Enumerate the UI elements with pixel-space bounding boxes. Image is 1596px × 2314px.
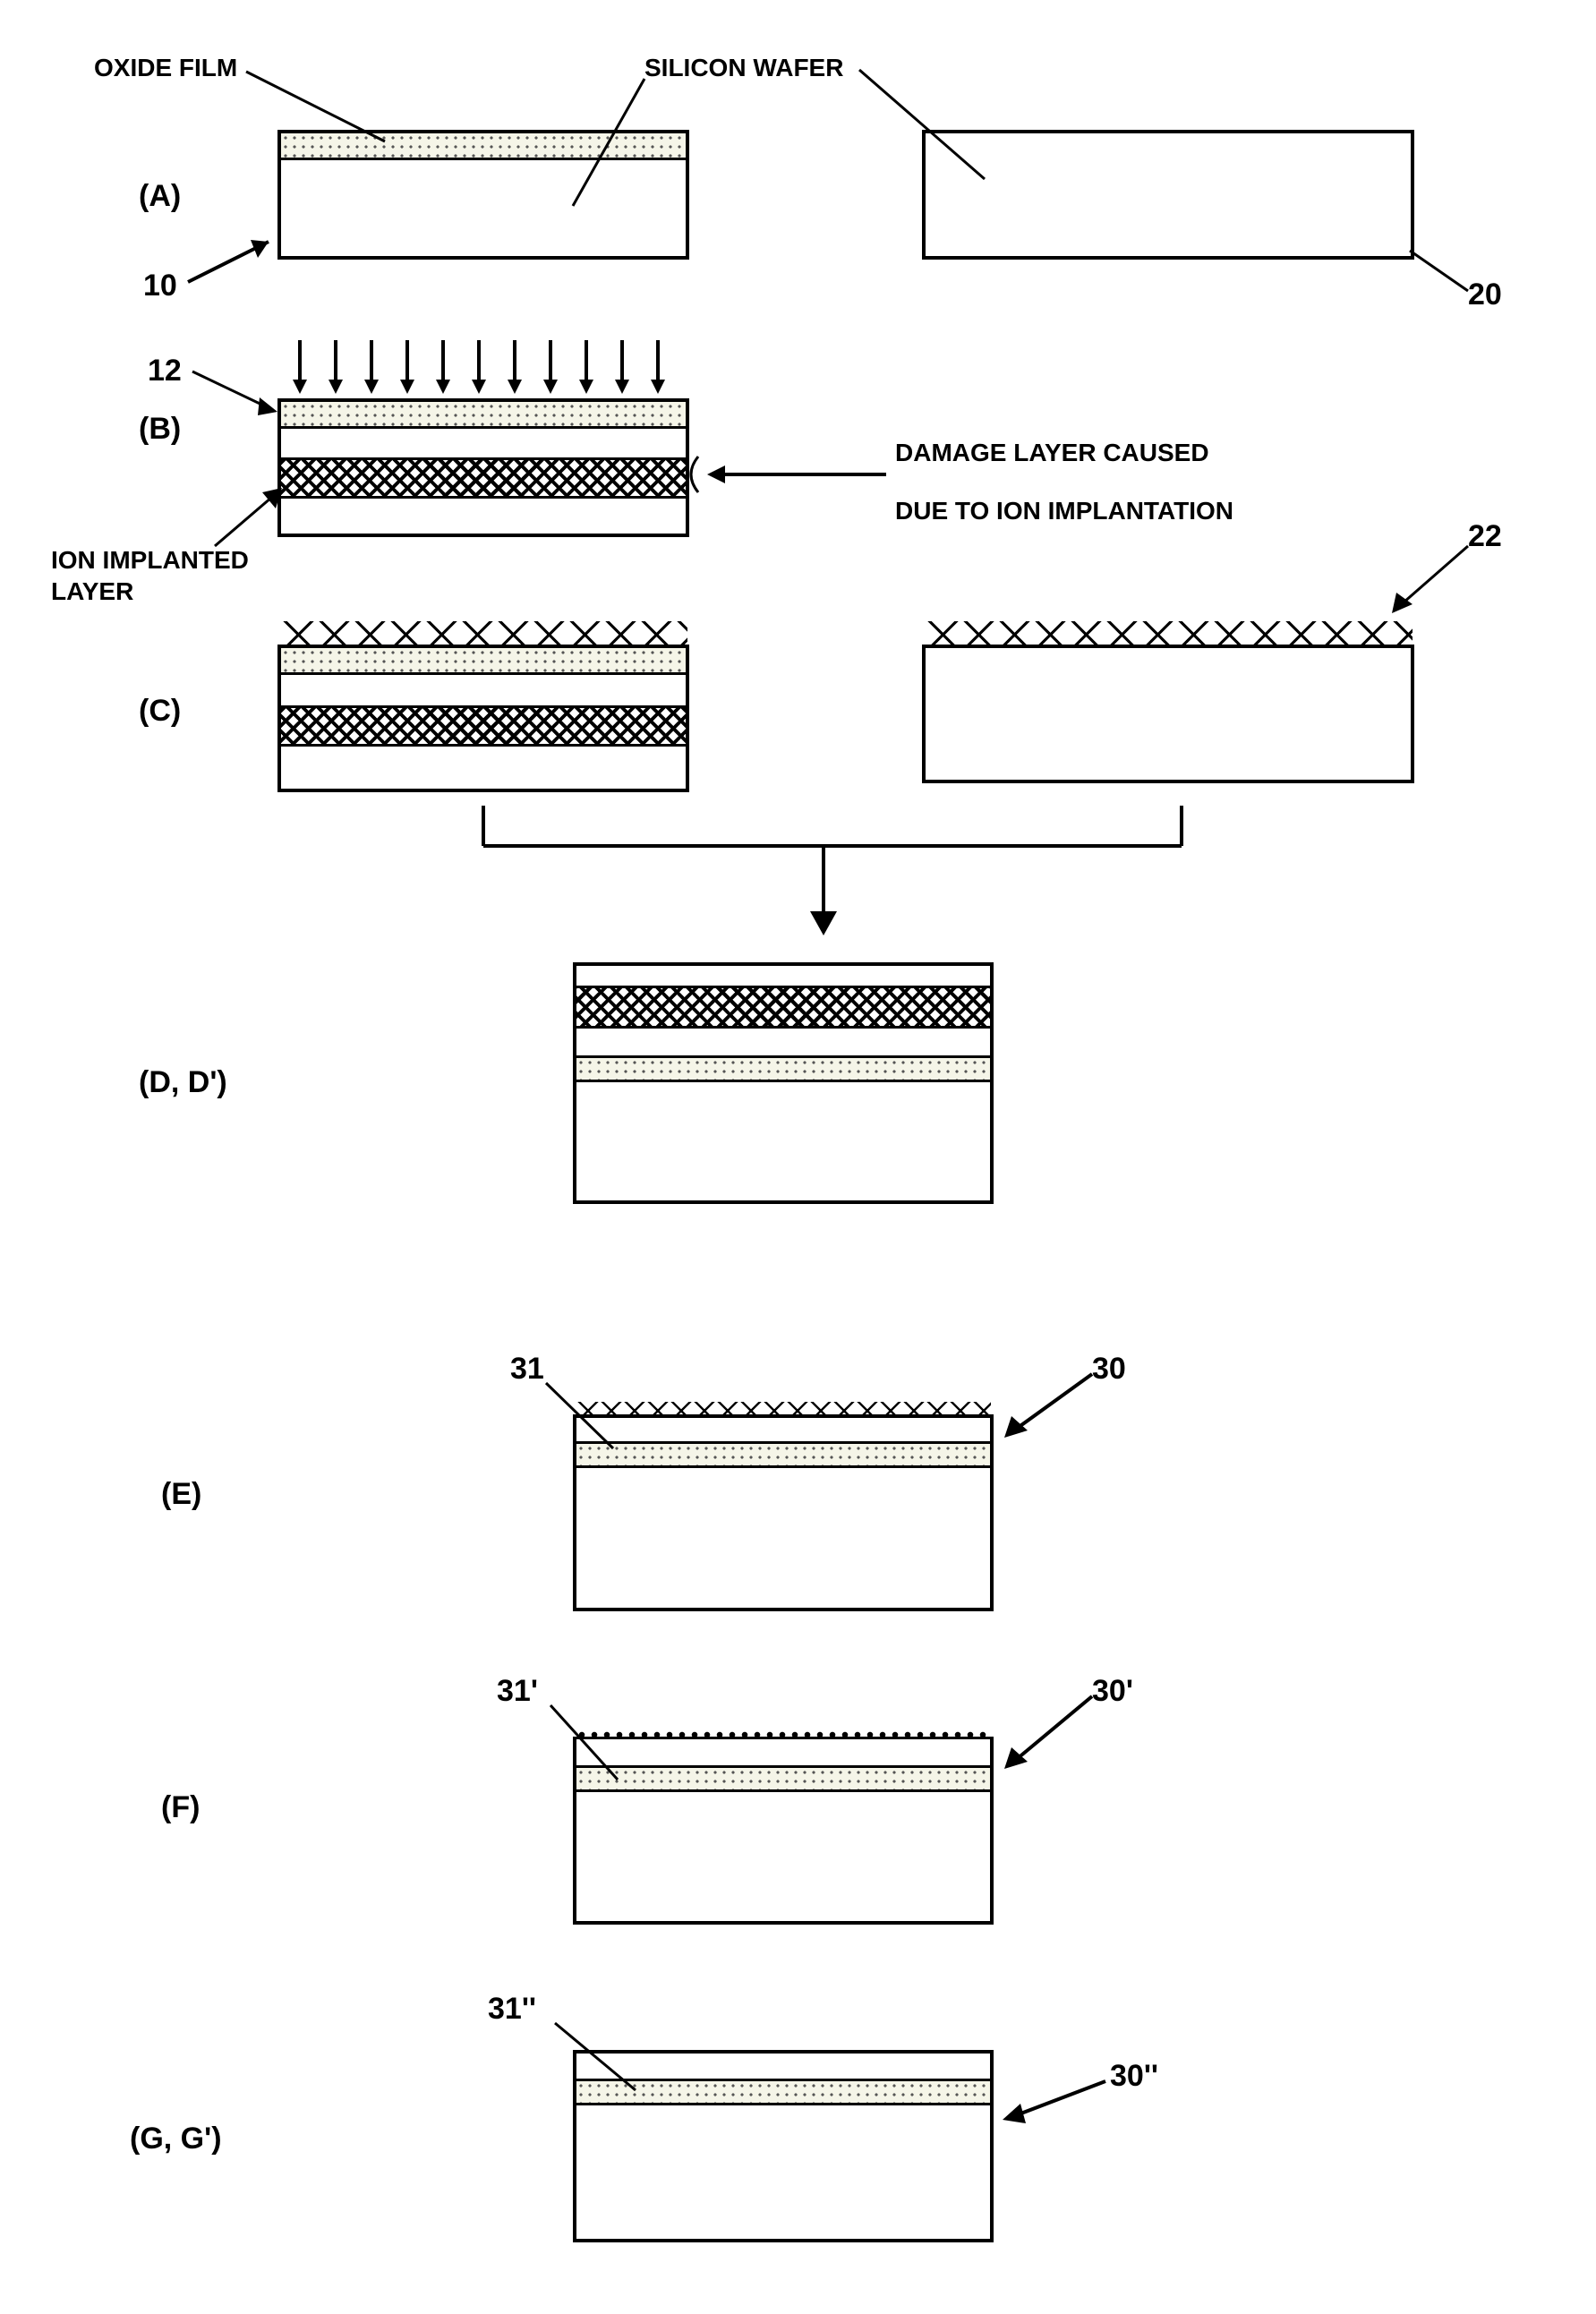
step-label-B: (B) [139,412,181,447]
ref-31pp: 31'' [488,1992,536,2027]
crosshatch-C [281,705,686,747]
wafer-B [277,398,689,537]
oxide-layer-B [281,402,686,429]
leader-ref-31pp [550,2019,676,2108]
step-label-GG: (G, G') [130,2122,222,2156]
step-label-DD: (D, D') [139,1065,227,1100]
oxide-layer-D [576,1055,990,1082]
leader-ref-22 [1387,528,1504,618]
arrow-ref-10 [143,233,304,304]
leader-ref-12 [179,358,304,421]
arrow-ref-30p [994,1692,1110,1781]
leader-ref-31 [542,1379,649,1459]
oxide-layer-C [281,648,686,675]
leader-ref-31p [546,1701,653,1790]
arrow-damage-layer [689,448,895,501]
step-label-F: (F) [161,1790,200,1825]
label-damage-layer-2: DUE TO ION IMPLANTATION [895,497,1233,525]
ref-12: 12 [148,354,182,389]
leader-ref-20 [1343,224,1522,313]
wafer-C-right [922,645,1414,783]
merge-arrow [448,797,1235,949]
crosshatch-B [281,457,686,499]
step-label-C: (C) [139,694,181,729]
leader-ion-implanted [179,483,304,555]
implant-arrows [277,340,689,403]
ref-31p: 31' [497,1674,538,1709]
label-ion-implanted-2: LAYER [51,577,133,606]
arrow-ref-30pp [994,2068,1128,2139]
wafer-D [573,962,994,1204]
wafer-C-left [277,645,689,792]
crosshatch-D [576,986,990,1029]
label-damage-layer-1: DAMAGE LAYER CAUSED [895,439,1209,467]
step-label-E: (E) [161,1477,201,1512]
ref-31: 31 [510,1352,544,1387]
arrow-ref-30 [994,1370,1110,1450]
